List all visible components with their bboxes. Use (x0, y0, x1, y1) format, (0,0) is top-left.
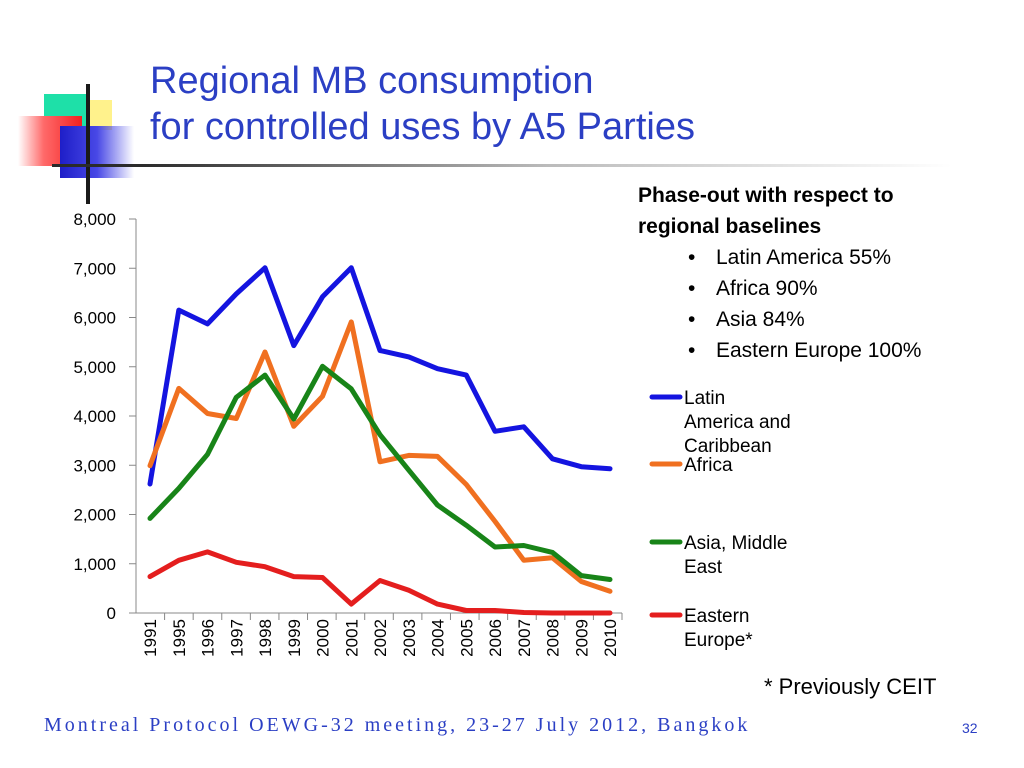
notes-bullet-text: Latin America 55% (716, 246, 892, 269)
legend-label: Europe* (684, 630, 753, 651)
y-tick-label: 5,000 (73, 358, 116, 377)
logo-decoration (0, 80, 140, 204)
x-tick-label: 2010 (601, 619, 620, 657)
x-tick-label: 2009 (572, 619, 591, 657)
x-tick-label: 2007 (515, 619, 534, 657)
x-tick-label: 1999 (285, 619, 304, 657)
footer-text: Montreal Protocol OEWG-32 meeting, 23-27… (44, 714, 751, 736)
title-rule (52, 164, 952, 167)
legend-label: East (684, 557, 723, 578)
x-tick-label: 2001 (342, 619, 361, 657)
y-tick-label: 8,000 (73, 210, 116, 229)
y-tick-label: 1,000 (73, 555, 116, 574)
y-tick-label: 2,000 (73, 506, 116, 525)
mb-consumption-line-chart: 0 1,000 2,000 3,000 4,000 5,000 6,000 7,000 8,00… (73, 210, 791, 657)
x-tick-label: 2002 (371, 619, 390, 657)
x-tick-label: 2006 (486, 619, 505, 657)
phase-out-notes: Phase-out with respect to regional basel… (638, 180, 998, 366)
notes-bullet-text: Africa 90% (716, 277, 818, 300)
legend-label: Africa (684, 455, 733, 476)
slide-title-line-2: for controlled uses by A5 Parties (150, 106, 695, 148)
series-line-eastern-europe (147, 549, 613, 616)
bullet-icon: • (688, 277, 696, 300)
x-tick-label: 1991 (141, 619, 160, 657)
logo-yellow-square (86, 100, 112, 130)
x-tick-label: 1996 (199, 619, 218, 657)
page-number: 32 (962, 720, 978, 736)
slide-title-line-1: Regional MB consumption (150, 60, 594, 102)
x-tick-label: 2000 (314, 619, 333, 657)
x-tick-label: 2005 (457, 619, 476, 657)
notes-bullet-item: • Eastern Europe 100% (688, 335, 998, 366)
bullet-icon: • (688, 339, 696, 362)
footnote: * Previously CEIT (764, 674, 937, 699)
y-tick-label: 7,000 (73, 259, 116, 278)
series-line-asia-middle-east (147, 363, 613, 582)
series-line-latin-america-and-caribbean (147, 265, 613, 487)
notes-bullet-text: Asia 84% (716, 308, 805, 331)
bullet-icon: • (688, 246, 696, 269)
x-tick-label: 1998 (256, 619, 275, 657)
x-tick-label: 2008 (544, 619, 563, 657)
notes-bullet-list: • Latin America 55% • Africa 90% • Asia 84%… (638, 242, 998, 366)
notes-heading: Phase-out with respect to regional basel… (638, 180, 998, 242)
y-tick-label: 3,000 (73, 456, 116, 475)
notes-bullet-item: • Latin America 55% (688, 242, 998, 273)
legend-label: America and (684, 412, 791, 433)
notes-heading-line-2: regional baselines (638, 215, 822, 238)
legend-label: Caribbean (684, 436, 772, 457)
notes-bullet-text: Eastern Europe 100% (716, 339, 922, 362)
x-tick-label: 1995 (170, 619, 189, 657)
y-tick-label: 4,000 (73, 407, 116, 426)
legend-label: Eastern (684, 606, 749, 627)
y-tick-label: 0 (107, 604, 116, 623)
x-tick-label: 2003 (400, 619, 419, 657)
notes-bullet-item: • Asia 84% (688, 304, 998, 335)
legend-label: Asia, Middle (684, 533, 788, 554)
x-tick-label: 2004 (429, 619, 448, 657)
slide-title: Regional MB consumption for controlled u… (150, 58, 695, 150)
y-tick-label: 6,000 (73, 309, 116, 328)
logo-blue-square (60, 126, 134, 178)
notes-bullet-item: • Africa 90% (688, 273, 998, 304)
notes-heading-line-1: Phase-out with respect to (638, 184, 894, 207)
x-tick-label: 1997 (227, 619, 246, 657)
bullet-icon: • (688, 308, 696, 331)
legend-label: Latin (684, 388, 725, 409)
logo-vertical-line (86, 84, 90, 204)
